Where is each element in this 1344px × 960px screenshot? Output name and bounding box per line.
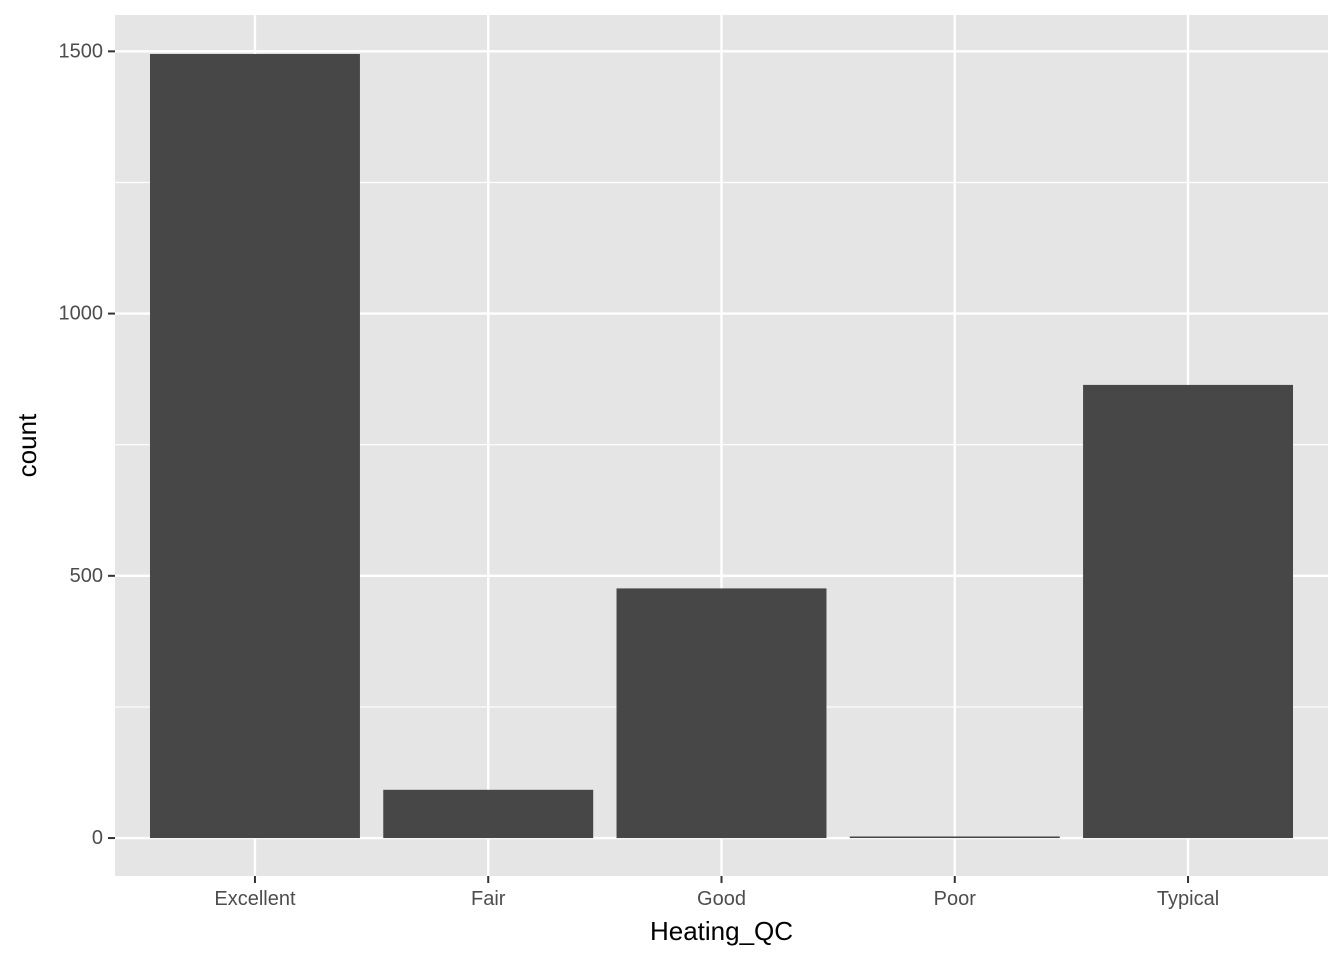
bar-excellent [149,53,360,839]
y-tick-label: 1000 [59,303,104,325]
x-tick-label: Typical [1157,888,1219,910]
x-tick-label: Excellent [214,888,296,910]
y-axis-title: count [12,413,42,477]
bar-good [616,588,827,839]
x-axis: Excellent Fair Good Poor Typical [214,876,1219,910]
bar-poor [849,836,1060,839]
y-tick-label: 1500 [59,40,104,62]
bars [149,53,1294,839]
bar-typical [1083,384,1294,839]
x-tick-label: Poor [934,888,977,910]
y-tick-label: 500 [70,565,103,587]
y-tick-label: 0 [92,827,103,849]
x-axis-title: Heating_QC [650,916,793,946]
y-axis: 0 500 1000 1500 [59,40,115,849]
x-tick-label: Good [697,888,746,910]
bar-fair [383,789,594,839]
x-tick-label: Fair [471,888,506,910]
